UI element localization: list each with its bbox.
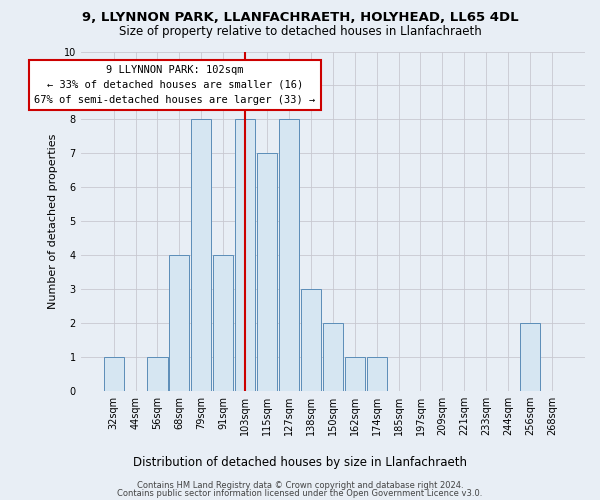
Bar	[301, 289, 321, 391]
Bar	[191, 120, 211, 391]
Text: 9 LLYNNON PARK: 102sqm
← 33% of detached houses are smaller (16)
67% of semi-det: 9 LLYNNON PARK: 102sqm ← 33% of detached…	[34, 65, 316, 104]
Bar	[257, 154, 277, 391]
Bar	[235, 120, 255, 391]
Bar	[520, 323, 540, 391]
Bar	[169, 255, 190, 391]
Bar	[367, 357, 387, 391]
Bar	[344, 357, 365, 391]
Bar	[148, 357, 167, 391]
Y-axis label: Number of detached properties: Number of detached properties	[48, 134, 58, 309]
Text: Size of property relative to detached houses in Llanfachraeth: Size of property relative to detached ho…	[119, 25, 481, 38]
Text: Distribution of detached houses by size in Llanfachraeth: Distribution of detached houses by size …	[133, 456, 467, 469]
Bar	[213, 255, 233, 391]
Bar	[279, 120, 299, 391]
Text: 9, LLYNNON PARK, LLANFACHRAETH, HOLYHEAD, LL65 4DL: 9, LLYNNON PARK, LLANFACHRAETH, HOLYHEAD…	[82, 11, 518, 24]
Bar	[104, 357, 124, 391]
Text: Contains HM Land Registry data © Crown copyright and database right 2024.: Contains HM Land Registry data © Crown c…	[137, 480, 463, 490]
Bar	[323, 323, 343, 391]
Text: Contains public sector information licensed under the Open Government Licence v3: Contains public sector information licen…	[118, 490, 482, 498]
